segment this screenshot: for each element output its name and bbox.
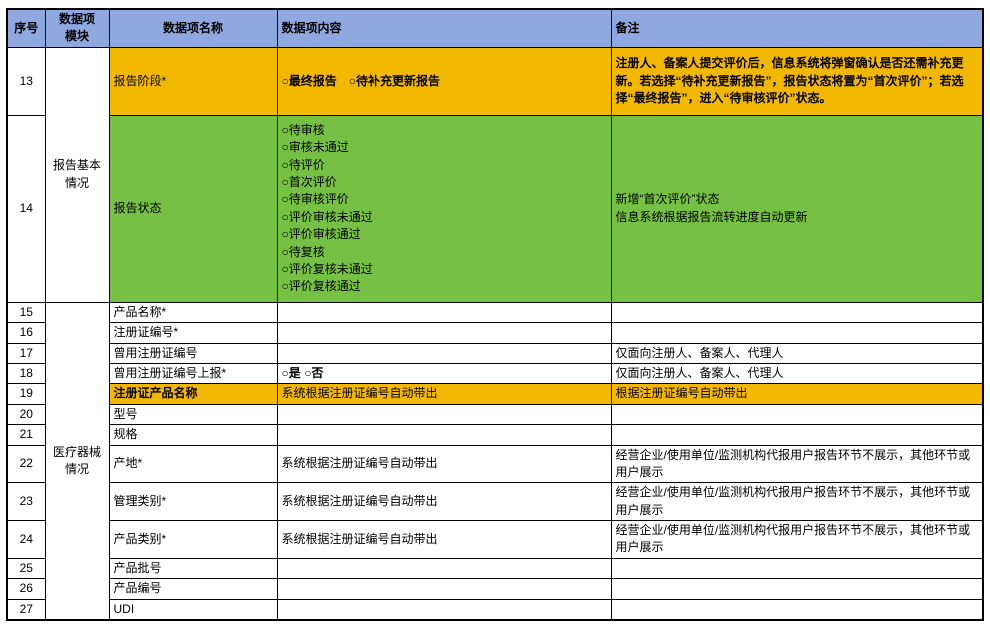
cell-remark [610, 557, 984, 580]
cell-no: 19 [6, 383, 46, 405]
cell-no: 17 [6, 342, 46, 364]
cell-no: 26 [6, 578, 46, 600]
cell-no: 22 [6, 444, 46, 484]
table-row-15: 15 医疗器械 情况 产品名称* [6, 301, 984, 621]
cell-remark: 根据注册证编号自动带出 [610, 383, 984, 405]
cell-no: 14 [6, 114, 46, 303]
cell-remark: 注册人、备案人提交评价后，信息系统将弹窗确认是否还需补充更新。若选择“待补充更新… [610, 46, 984, 116]
data-item-spec-table: 序号 数据项 模块 数据项名称 数据项内容 备注 13 报告基本 情况 报告阶段… [6, 8, 984, 622]
cell-module-device-info: 医疗器械 情况 [44, 301, 110, 621]
table-row-17: 17 曾用注册证编号 仅面向注册人、备案人、代理人 [6, 342, 984, 364]
cell-content [276, 578, 612, 600]
table-row-13: 13 报告基本 情况 报告阶段* ○最终报告 ○待补充更新报告 注册人、备案人提… [6, 46, 984, 303]
cell-name: 产地* [108, 444, 278, 484]
cell-content [276, 322, 612, 344]
cell-no: 21 [6, 424, 46, 446]
cell-no: 24 [6, 520, 46, 559]
table-row-24: 24 产品类别* 系统根据注册证编号自动带出 经营企业/使用单位/监测机构代报用… [6, 520, 984, 559]
cell-no: 16 [6, 322, 46, 344]
cell-module-report-basic: 报告基本 情况 [44, 46, 110, 303]
cell-name: 产品名称* [108, 301, 278, 324]
cell-name: 曾用注册证编号 [108, 342, 278, 364]
cell-content [276, 342, 612, 364]
cell-content [276, 598, 612, 621]
cell-content: 系统根据注册证编号自动带出 [276, 482, 612, 522]
table-row-22: 22 产地* 系统根据注册证编号自动带出 经营企业/使用单位/监测机构代报用户报… [6, 444, 984, 484]
cell-remark: 仅面向注册人、备案人、代理人 [610, 342, 984, 364]
cell-name: 型号 [108, 403, 278, 426]
table-row-21: 21 规格 [6, 424, 984, 446]
cell-content: ○最终报告 ○待补充更新报告 [276, 46, 612, 116]
cell-no: 20 [6, 403, 46, 426]
cell-remark: 经营企业/使用单位/监测机构代报用户报告环节不展示，其他环节或用户展示 [610, 444, 984, 484]
cell-content [276, 403, 612, 426]
header-content: 数据项内容 [276, 8, 612, 48]
cell-remark [610, 301, 984, 324]
table-row-25: 25 产品批号 [6, 557, 984, 580]
cell-content: 系统根据注册证编号自动带出 [276, 383, 612, 405]
table-row-23: 23 管理类别* 系统根据注册证编号自动带出 经营企业/使用单位/监测机构代报用… [6, 482, 984, 522]
cell-remark [610, 598, 984, 621]
cell-name: 注册证产品名称 [108, 383, 278, 405]
table-row-16: 16 注册证编号* [6, 322, 984, 344]
cell-name: 产品编号 [108, 578, 278, 600]
cell-no: 15 [6, 301, 46, 324]
cell-remark: 新增“首次评价”状态 信息系统根据报告流转进度自动更新 [610, 114, 984, 303]
table-header-row: 序号 数据项 模块 数据项名称 数据项内容 备注 [6, 8, 984, 48]
cell-remark: 仅面向注册人、备案人、代理人 [610, 362, 984, 385]
cell-name: 产品批号 [108, 557, 278, 580]
cell-content: ○待审核 ○审核未通过 ○待评价 ○首次评价 ○待审核评价 ○评价审核未通过 ○… [276, 114, 612, 303]
cell-name: 曾用注册证编号上报* [108, 362, 278, 385]
table-row-27: 27 UDI [6, 598, 984, 621]
table-row-26: 26 产品编号 [6, 578, 984, 600]
table-row-20: 20 型号 [6, 403, 984, 426]
table-row-18: 18 曾用注册证编号上报* ○是 ○否 仅面向注册人、备案人、代理人 [6, 362, 984, 385]
cell-remark [610, 322, 984, 344]
cell-remark: 经营企业/使用单位/监测机构代报用户报告环节不展示，其他环节或用户展示 [610, 482, 984, 522]
cell-remark [610, 403, 984, 426]
cell-name: 注册证编号* [108, 322, 278, 344]
cell-content [276, 557, 612, 580]
cell-remark [610, 578, 984, 600]
cell-name: 规格 [108, 424, 278, 446]
cell-no: 13 [6, 46, 46, 116]
header-no: 序号 [6, 8, 46, 48]
cell-name: UDI [108, 598, 278, 621]
header-name: 数据项名称 [108, 8, 278, 48]
cell-name: 管理类别* [108, 482, 278, 522]
cell-content: 系统根据注册证编号自动带出 [276, 444, 612, 484]
header-module: 数据项 模块 [44, 8, 110, 48]
cell-remark [610, 424, 984, 446]
cell-name: 产品类别* [108, 520, 278, 559]
cell-content: ○是 ○否 [276, 362, 612, 385]
cell-no: 23 [6, 482, 46, 522]
header-remark: 备注 [610, 8, 984, 48]
cell-content [276, 301, 612, 324]
cell-content [276, 424, 612, 446]
cell-name: 报告阶段* [108, 46, 278, 116]
cell-content: 系统根据注册证编号自动带出 [276, 520, 612, 559]
table-row-19: 19 注册证产品名称 系统根据注册证编号自动带出 根据注册证编号自动带出 [6, 383, 984, 405]
cell-no: 27 [6, 598, 46, 621]
table-row-14: 14 报告状态 ○待审核 ○审核未通过 ○待评价 ○首次评价 ○待审核评价 ○评… [6, 114, 984, 303]
cell-remark: 经营企业/使用单位/监测机构代报用户报告环节不展示，其他环节或用户展示 [610, 520, 984, 559]
cell-name: 报告状态 [108, 114, 278, 303]
cell-no: 18 [6, 362, 46, 385]
cell-no: 25 [6, 557, 46, 580]
